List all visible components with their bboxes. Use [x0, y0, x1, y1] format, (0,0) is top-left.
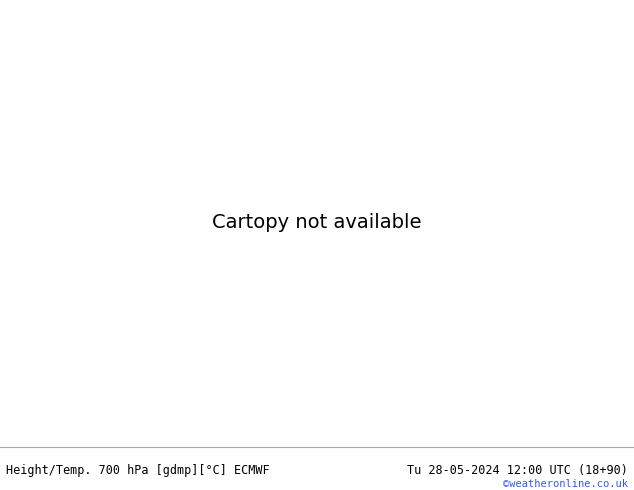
- Text: Height/Temp. 700 hPa [gdmp][°C] ECMWF: Height/Temp. 700 hPa [gdmp][°C] ECMWF: [6, 464, 270, 477]
- Text: ©weatheronline.co.uk: ©weatheronline.co.uk: [503, 479, 628, 489]
- Text: Tu 28-05-2024 12:00 UTC (18+90): Tu 28-05-2024 12:00 UTC (18+90): [407, 464, 628, 477]
- Text: Cartopy not available: Cartopy not available: [212, 214, 422, 232]
